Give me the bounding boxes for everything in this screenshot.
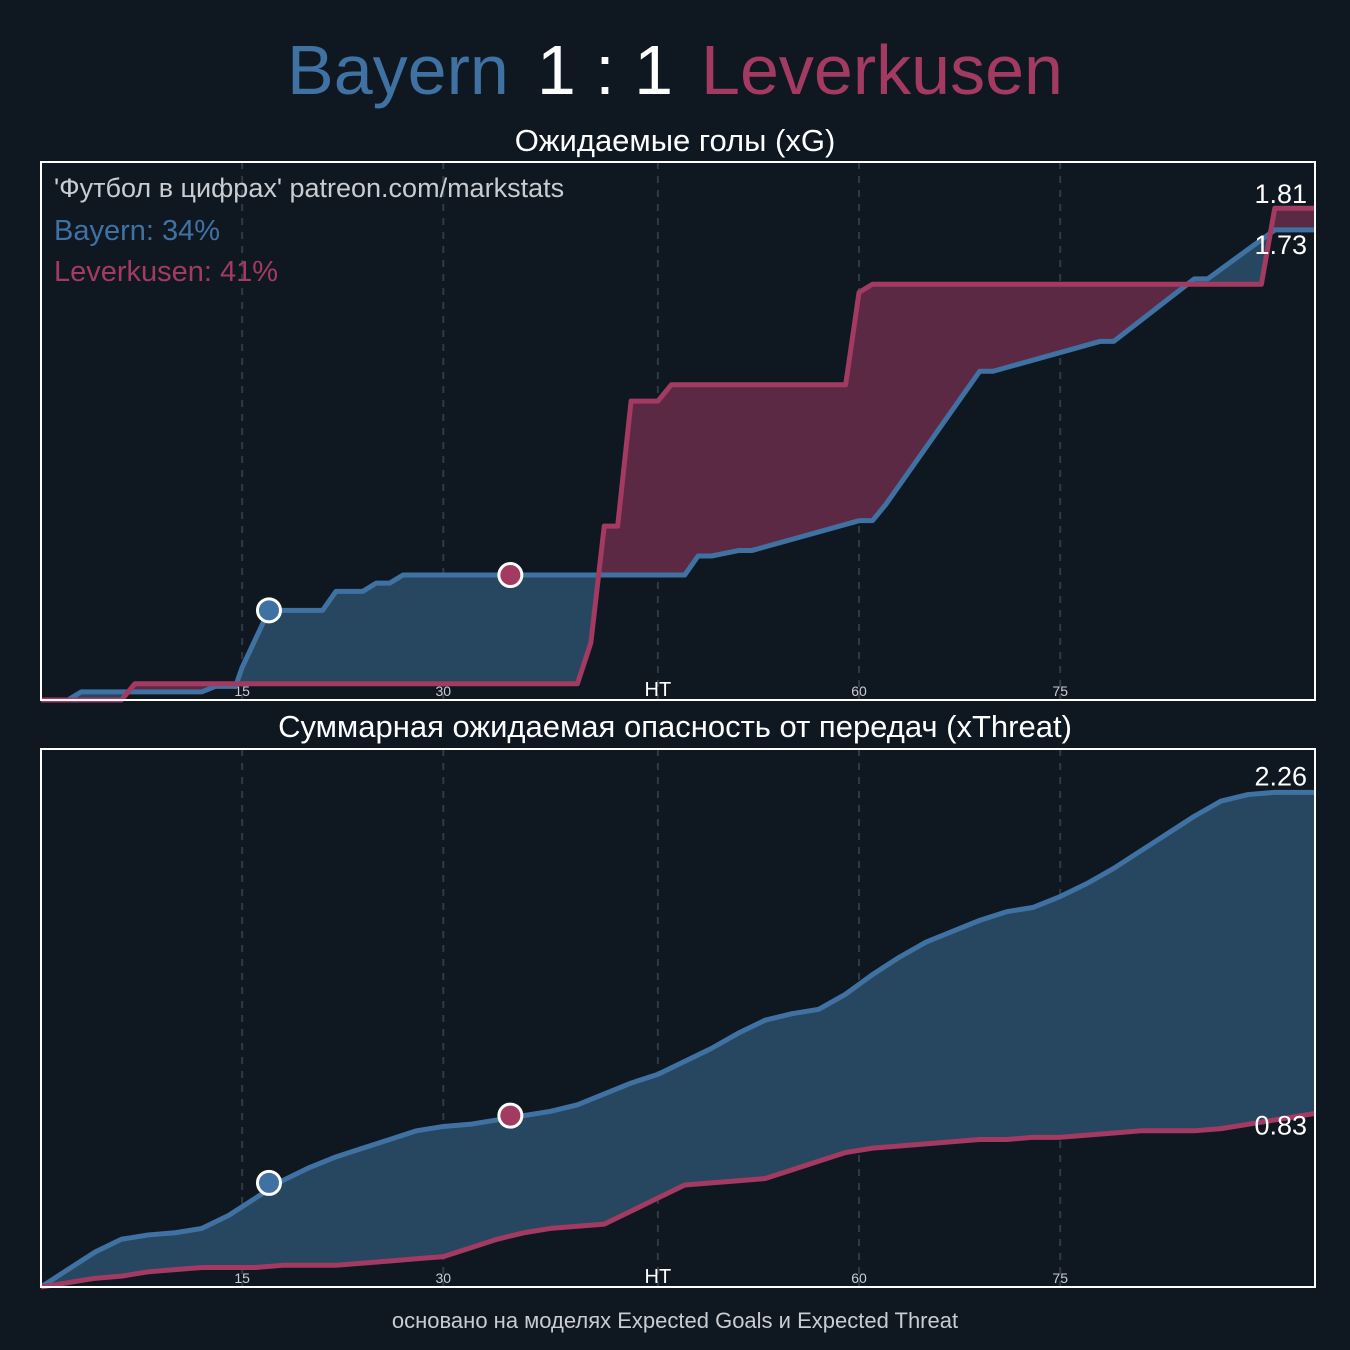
xg-chart-title: Ожидаемые голы (xG) — [514, 123, 836, 158]
x-tick-label: 60 — [851, 1270, 867, 1286]
series-line-leverkusen — [41, 205, 1315, 703]
match-score: 1 : 1 — [536, 31, 674, 109]
x-tick-label: 30 — [436, 1270, 452, 1286]
x-tick-label: 30 — [436, 683, 452, 699]
home-advantage-area — [235, 575, 598, 687]
end-value-label: 1.81 — [1254, 179, 1307, 209]
home-team-name: Bayern — [287, 31, 509, 109]
goal-marker-leverkusen — [497, 562, 524, 589]
end-value-label: 2.26 — [1254, 761, 1307, 791]
xg-chart: 15 30 HT 60 75 1.81 1.73 — [40, 161, 1316, 703]
goal-marker-bayern — [255, 597, 282, 624]
goal-marker-bayern — [255, 1169, 282, 1196]
chart-frame — [40, 161, 1316, 701]
xthreat-chart: 15 30 HT 60 75 2.26 0.83 — [39, 748, 1316, 1290]
watermark-text: 'Футбол в цифрах' patreon.com/markstats — [54, 173, 564, 203]
series-line-bayern — [41, 227, 1315, 703]
footer-note: основано на моделях Expected Goals и Exp… — [391, 1308, 959, 1333]
match-title: Bayern 1 : 1 Leverkusen — [0, 28, 1350, 112]
x-tick-label: 75 — [1052, 1270, 1068, 1286]
chart-frame — [40, 748, 1316, 1288]
x-tick-label: HT — [645, 1266, 672, 1288]
away-team-name: Leverkusen — [701, 31, 1063, 109]
series-line-leverkusen — [40, 1110, 1316, 1290]
x-tick-label: 15 — [234, 1270, 250, 1286]
end-value-label: 0.83 — [1254, 1110, 1307, 1140]
home-advantage-area — [1185, 233, 1270, 286]
x-tick-label: 75 — [1052, 683, 1068, 699]
goal-marker-leverkusen — [497, 1102, 524, 1129]
series-line-bayern — [39, 789, 1315, 1290]
end-value-label: 1.73 — [1254, 230, 1307, 260]
x-tick-label: HT — [645, 679, 672, 701]
xthreat-chart-title: Суммарная ожидаемая опасность от передач… — [278, 709, 1072, 744]
home-possession-label: Bayern: 34% — [54, 215, 220, 247]
x-tick-label: 15 — [234, 683, 250, 699]
away-advantage-area — [597, 284, 1186, 585]
away-possession-label: Leverkusen: 41% — [54, 256, 278, 288]
x-tick-label: 60 — [851, 683, 867, 699]
